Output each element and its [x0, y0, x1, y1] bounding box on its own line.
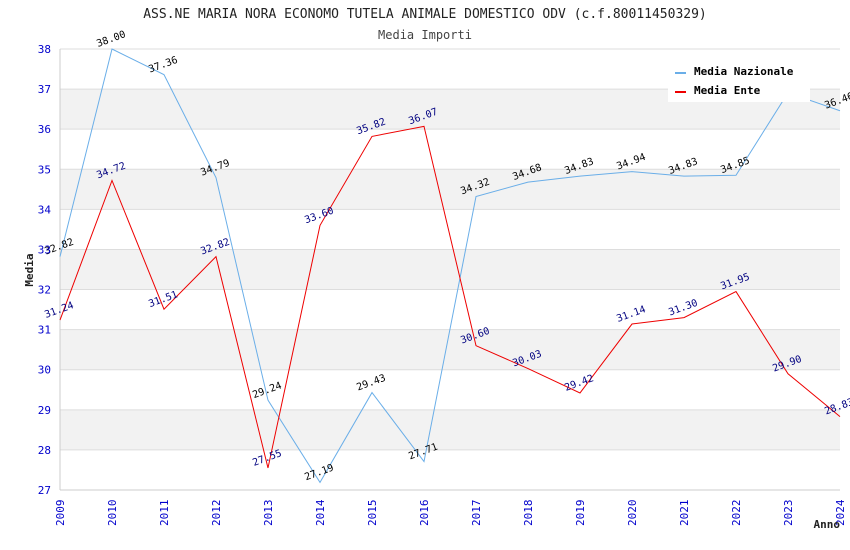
- series-line-media-ente: [59, 125, 841, 469]
- legend-label-media-ente: Media Ente: [694, 84, 761, 97]
- x-tick-label: 2012: [210, 500, 223, 527]
- grid-band: [60, 209, 840, 250]
- y-tick-label: 32: [38, 284, 51, 297]
- x-tick-label: 2016: [418, 500, 431, 527]
- chart-subtitle: Media Importi: [378, 28, 472, 42]
- grid-band: [60, 369, 840, 410]
- x-tick-label: 2015: [366, 500, 379, 527]
- grid-band: [60, 409, 840, 450]
- axes: [59, 49, 840, 491]
- y-axis-label: Media: [23, 253, 36, 286]
- x-tick-label: 2019: [574, 500, 587, 527]
- y-tick-label: 36: [38, 123, 51, 136]
- y-tick-label: 33: [38, 243, 51, 256]
- x-tick-label: 2014: [314, 499, 327, 526]
- grid-band: [60, 449, 840, 490]
- y-tick-label: 27: [38, 484, 51, 497]
- legend-label-media-nazionale: Media Nazionale: [694, 65, 794, 78]
- legend: Media Nazionale Media Ente: [668, 60, 810, 102]
- x-tick-label: 2023: [782, 500, 795, 527]
- x-tick-label: 2011: [158, 500, 171, 527]
- x-tick-label: 2022: [730, 500, 743, 527]
- series-line-media-nazionale: [59, 48, 841, 484]
- data-label: 38.00: [95, 29, 127, 50]
- grid-band: [60, 329, 840, 370]
- x-tick-label: 2024: [834, 499, 847, 526]
- y-tick-label: 35: [38, 163, 51, 176]
- y-tick-label: 37: [38, 83, 51, 96]
- y-tick-label: 31: [38, 324, 51, 337]
- y-tick-label: 30: [38, 364, 51, 377]
- grid-band: [60, 289, 840, 330]
- x-tick-label: 2009: [54, 500, 67, 527]
- x-tick-label: 2010: [106, 500, 119, 527]
- x-tick-label: 2013: [262, 500, 275, 527]
- x-axis-ticks: 2009 2010 2011 2012 2013 2014 2015 2016 2017 2018…: [54, 499, 847, 526]
- plot-background: [60, 49, 840, 490]
- x-axis-label: Anno: [814, 518, 841, 531]
- chart-title: ASS.NE MARIA NORA ECONOMO TUTELA ANIMALE…: [143, 7, 707, 22]
- grid-band: [60, 129, 840, 170]
- y-tick-label: 28: [38, 444, 51, 457]
- y-tick-label: 29: [38, 404, 51, 417]
- series-lines: [59, 48, 841, 484]
- legend-box: [668, 60, 810, 102]
- y-tick-label: 34: [38, 203, 52, 216]
- grid-lines: [60, 48, 840, 491]
- x-tick-label: 2018: [522, 500, 535, 527]
- y-axis-ticks: 27 28 29 30 31 32 33 34 35 36 37 38: [38, 43, 52, 497]
- x-tick-label: 2017: [470, 500, 483, 527]
- x-tick-label: 2020: [626, 500, 639, 527]
- y-tick-label: 38: [38, 43, 51, 56]
- x-tick-label: 2021: [678, 500, 691, 527]
